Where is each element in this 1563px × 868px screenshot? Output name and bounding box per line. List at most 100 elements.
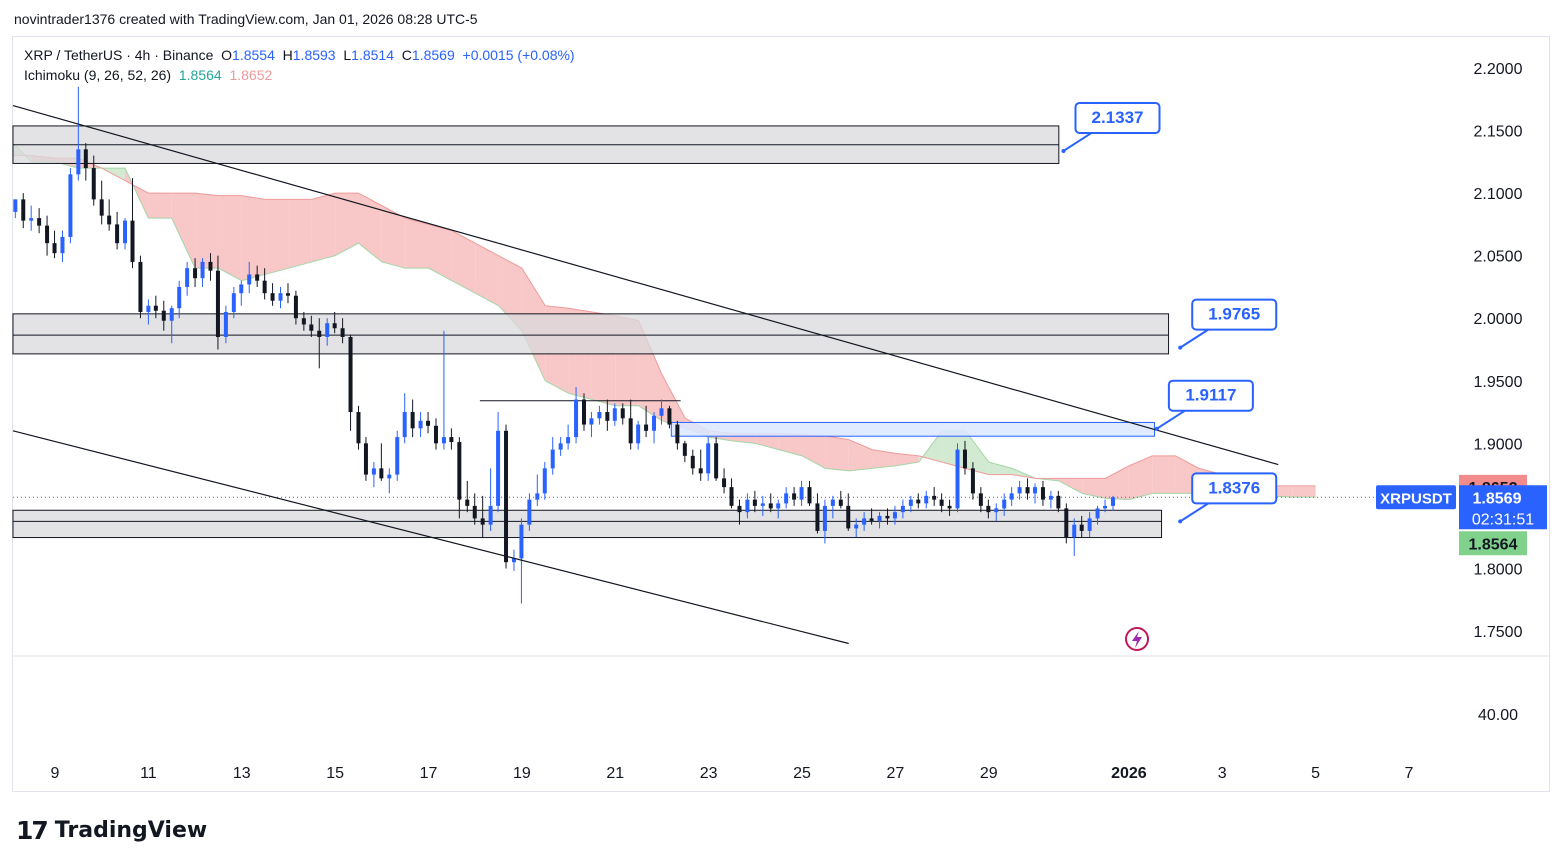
ichimoku-cloud-segment <box>405 218 429 269</box>
candle-up <box>854 524 859 529</box>
support-zone[interactable] <box>12 509 1163 539</box>
candle-down <box>962 449 967 469</box>
candle-down <box>293 295 298 319</box>
lightning-icon[interactable] <box>1125 627 1149 651</box>
candle-up <box>13 199 18 212</box>
candle-down <box>91 168 96 200</box>
ichimoku-cloud-segment <box>661 374 686 429</box>
candle-up <box>1009 493 1014 500</box>
time-axis-tick: 27 <box>887 765 905 782</box>
channel-lower[interactable] <box>12 430 849 645</box>
candle-up <box>371 468 376 475</box>
symbol-badge[interactable] <box>1376 485 1456 510</box>
candle-down <box>340 328 345 337</box>
candle-down <box>410 412 415 429</box>
candle-down <box>161 310 166 321</box>
candle-down <box>317 330 322 337</box>
candle-up <box>574 399 579 438</box>
callout-box[interactable] <box>1191 298 1278 331</box>
tradingview-logo[interactable]: 𝟭𝟳 TradingView <box>16 816 207 845</box>
candle-down <box>115 224 120 244</box>
high-value: 1.8593 <box>292 47 336 63</box>
callout-box[interactable] <box>1167 379 1254 412</box>
open-value: 1.8554 <box>232 47 275 63</box>
time-axis-tick: 7 <box>1405 765 1414 782</box>
kijun-value: 1.8652 <box>229 67 273 83</box>
countdown-text: 02:31:51 <box>1472 511 1534 528</box>
candle-down <box>978 493 983 506</box>
candle-down <box>332 323 337 329</box>
ichimoku-cloud-segment <box>451 230 476 294</box>
candle-up <box>900 505 905 513</box>
candle-down <box>215 270 220 337</box>
ichimoku-cloud-segment <box>265 199 289 275</box>
candle-down <box>1064 508 1069 538</box>
candle-down <box>99 199 104 216</box>
candle-down <box>301 318 306 325</box>
channel-upper[interactable] <box>12 104 1279 466</box>
candle-up <box>706 443 711 474</box>
candle-up <box>60 236 65 254</box>
candle-down <box>714 443 719 479</box>
candle-down <box>309 324 314 331</box>
indicator-label[interactable]: Ichimoku (9, 26, 52, 26) <box>24 67 172 83</box>
tenkan-price-badge <box>1459 531 1527 556</box>
candle-down <box>21 199 26 221</box>
ichimoku-cloud-segment <box>1292 485 1316 498</box>
candle-down <box>83 149 88 169</box>
candle-up <box>1110 497 1115 506</box>
callout-box[interactable] <box>1074 101 1161 134</box>
candle-down <box>1025 487 1030 494</box>
time-axis-tick: 17 <box>420 765 438 782</box>
candle-down <box>620 408 625 419</box>
price-axis-tick: 1.7500 <box>1474 624 1523 641</box>
candle-down <box>838 499 843 506</box>
ichimoku-cloud-segment <box>358 193 382 262</box>
low-label: L <box>343 47 352 63</box>
time-axis-tick: 13 <box>233 765 251 782</box>
candle-down <box>737 505 742 513</box>
high-label: H <box>282 47 293 63</box>
candle-up <box>994 508 999 513</box>
ichimoku-cloud-segment <box>755 433 779 450</box>
candle-up <box>177 286 182 309</box>
time-axis-tick: 5 <box>1311 765 1320 782</box>
candle-up <box>169 308 174 321</box>
candle-down <box>504 430 509 563</box>
candle-down <box>869 518 874 521</box>
candle-down <box>37 218 42 226</box>
candle-up <box>830 499 835 506</box>
candle-up <box>29 218 34 221</box>
resistance-zone-blue[interactable] <box>670 421 1156 437</box>
candle-up <box>1103 505 1108 509</box>
candle-up <box>862 518 867 525</box>
ichimoku-cloud-segment <box>195 193 219 269</box>
resistance-zone-2[interactable] <box>12 313 1170 355</box>
close-label: C <box>401 47 412 63</box>
candle-up <box>1087 518 1092 531</box>
callout-anchor <box>1154 426 1159 431</box>
ichimoku-cloud-segment <box>802 434 826 469</box>
candle-down <box>970 468 975 494</box>
callout-box[interactable] <box>1191 472 1278 505</box>
price-axis-tick: 2.1000 <box>1474 186 1523 203</box>
candle-down <box>722 478 727 488</box>
candle-down <box>356 412 361 444</box>
ichimoku-cloud-segment <box>148 193 172 219</box>
ichimoku-cloud-segment <box>475 243 499 306</box>
candle-up <box>395 437 400 475</box>
candle-up <box>822 505 827 531</box>
candle-up <box>955 449 960 509</box>
candle-down <box>363 443 368 475</box>
candle-down <box>667 408 672 425</box>
price-axis-tick: 2.0000 <box>1474 311 1523 328</box>
symbol-label[interactable]: XRP / TetherUS · 4h · Binance <box>24 47 214 63</box>
candle-down <box>130 220 135 262</box>
time-axis-tick: 11 <box>140 765 157 782</box>
ichimoku-cloud-segment <box>778 433 803 456</box>
volume-axis-label: 40.00 <box>1478 707 1518 724</box>
chart-frame <box>12 36 1550 792</box>
candle-up <box>76 149 81 175</box>
candle-up <box>612 408 617 421</box>
